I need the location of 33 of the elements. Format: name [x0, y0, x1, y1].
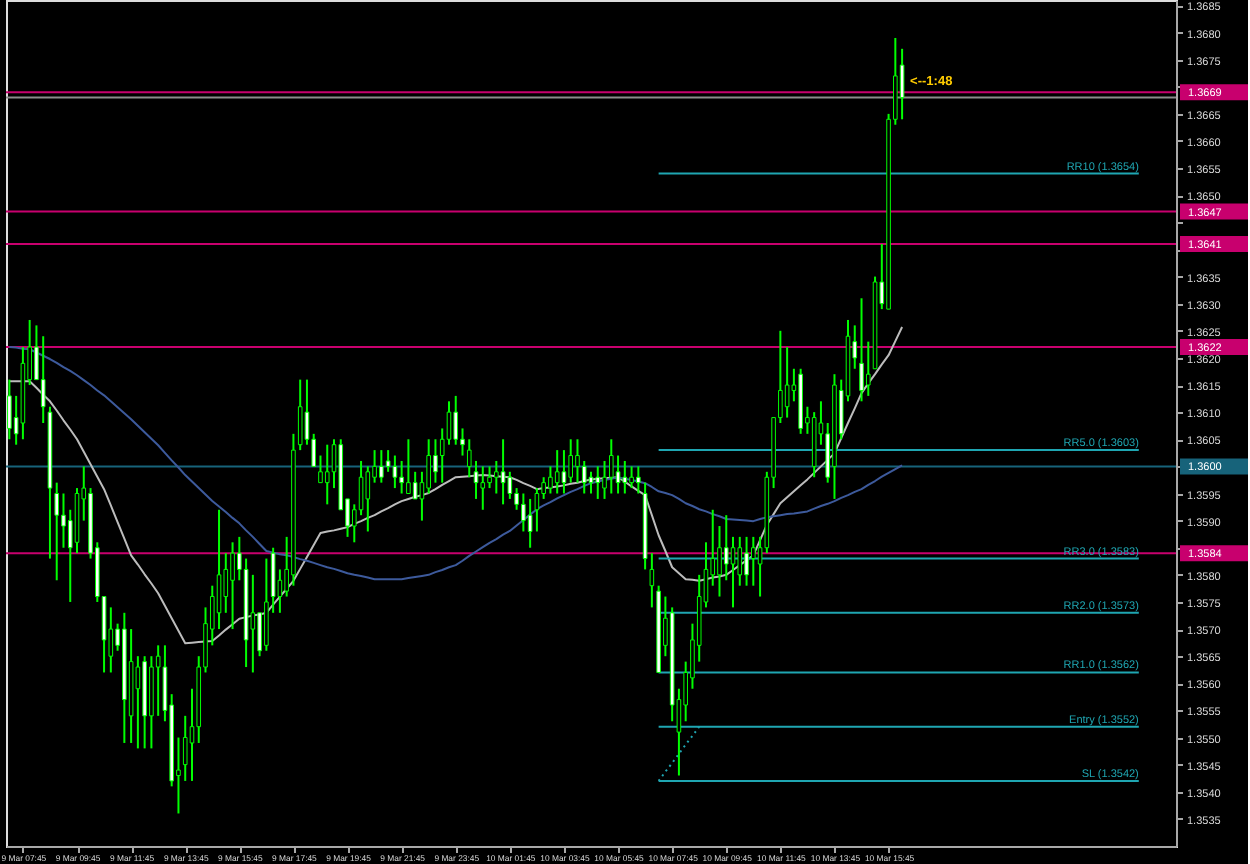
- candlestick: [751, 535, 756, 587]
- candlestick: [859, 297, 864, 403]
- candlestick: [622, 459, 628, 495]
- candlestick: [744, 535, 749, 587]
- candlestick: [494, 459, 499, 495]
- candlestick: [615, 454, 621, 495]
- candlestick: [324, 443, 330, 506]
- candlestick: [730, 535, 736, 609]
- candlestick: [500, 438, 506, 506]
- candlestick: [608, 438, 614, 495]
- candlestick: [379, 449, 384, 484]
- candlestick: [135, 655, 141, 750]
- candlestick: [629, 465, 634, 490]
- candlestick: [865, 340, 871, 397]
- candlestick: [723, 514, 729, 582]
- candlestick: [554, 449, 560, 495]
- candlestick: [406, 438, 411, 495]
- candlestick: [230, 541, 235, 631]
- candlestick: [581, 459, 587, 495]
- candlestick: [453, 394, 459, 446]
- candlestick: [412, 470, 418, 500]
- candlestick: [480, 465, 486, 511]
- candlestick: [595, 465, 601, 500]
- candlestick: [784, 346, 790, 419]
- candlestick: [7, 378, 12, 441]
- candlestick: [40, 335, 46, 424]
- candlestick: [365, 465, 371, 533]
- candlestick: [392, 454, 398, 490]
- candlestick: [250, 573, 256, 674]
- candlestick: [636, 465, 641, 495]
- candlestick: [899, 47, 905, 121]
- candlestick: [155, 644, 161, 717]
- candlestick: [561, 449, 567, 495]
